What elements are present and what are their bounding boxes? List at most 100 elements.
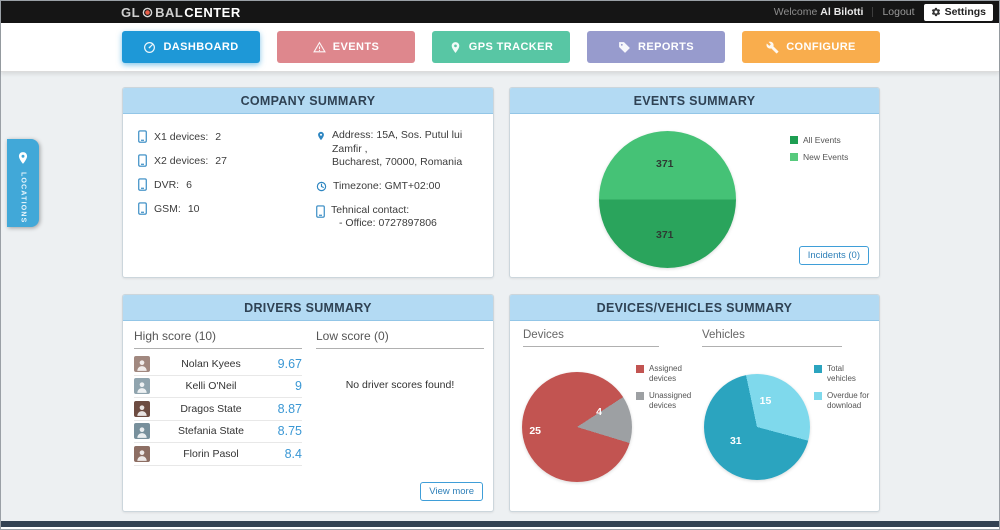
driver-name: Nolan Kyees: [181, 357, 241, 370]
legend-label: All Events: [803, 135, 841, 145]
tab-reports[interactable]: REPORTS: [587, 31, 725, 63]
devices-header: Devices: [523, 329, 659, 347]
view-more-button[interactable]: View more: [420, 482, 483, 501]
address-line1: 15A, Sos. Putul lui Zamfir ,: [332, 129, 463, 155]
phone-icon: [316, 204, 325, 218]
device-value: 6: [186, 178, 192, 191]
vehicles-header: Vehicles: [702, 329, 842, 347]
pin-icon: [318, 131, 324, 141]
vehicles-pie-chart[interactable]: 15 31: [704, 374, 810, 480]
address-label: Address:: [332, 129, 374, 141]
incidents-button[interactable]: Incidents (0): [798, 246, 869, 265]
legend-item-all-events[interactable]: All Events: [790, 135, 848, 145]
timezone-label: Timezone:: [333, 179, 382, 192]
legend-item-overdue-download[interactable]: Overdue for download: [814, 391, 874, 410]
driver-name: Florin Pasol: [183, 447, 239, 460]
bottom-bar: [1, 521, 999, 527]
high-score-column: High score (10) Nolan Kyees 9.67 Kelli O…: [134, 329, 302, 466]
tab-label: DASHBOARD: [163, 41, 239, 53]
logo-text-bal: BAL: [155, 4, 184, 20]
pie-label-assigned: 25: [529, 425, 542, 438]
panel-title: COMPANY SUMMARY: [123, 88, 493, 114]
legend-swatch: [814, 392, 822, 401]
device-label: X2 devices:: [154, 154, 209, 167]
events-summary-panel: EVENTS SUMMARY 371 371 All Events New Ev…: [509, 87, 880, 278]
device-count-list: X1 devices: 2 X2 devices: 27 DVR: 6 GSM:…: [138, 130, 227, 226]
settings-button[interactable]: Settings: [923, 3, 993, 21]
panel-title: DRIVERS SUMMARY: [123, 295, 493, 321]
driver-avatar: [134, 400, 150, 417]
driver-row: Florin Pasol 8.4: [134, 443, 302, 466]
tab-label: GPS TRACKER: [468, 41, 554, 53]
contact-label: Tehnical contact:: [331, 203, 410, 216]
timezone-value: GMT+02:00: [384, 179, 441, 192]
low-score-column: Low score (0) No driver scores found!: [316, 329, 484, 391]
legend-swatch: [636, 392, 644, 401]
device-value: 10: [187, 202, 200, 215]
dashboard-icon: [144, 41, 156, 53]
panel-title: EVENTS SUMMARY: [510, 88, 879, 114]
tab-events[interactable]: EVENTS: [277, 31, 415, 63]
legend-swatch: [814, 365, 822, 373]
low-score-header: Low score (0): [316, 329, 484, 349]
tab-configure[interactable]: CONFIGURE: [742, 31, 880, 63]
pin-icon: [451, 41, 460, 53]
phone-icon: [138, 130, 147, 143]
address-line2: Bucharest, 70000, Romania: [332, 156, 463, 169]
settings-label: Settings: [944, 6, 986, 18]
devices-pie-chart[interactable]: 25 4: [522, 372, 632, 482]
legend-swatch: [790, 153, 798, 161]
pie-label-unassigned: 4: [596, 405, 602, 418]
legend-item-assigned-devices[interactable]: Assigned devices: [636, 364, 698, 383]
tab-label: REPORTS: [638, 41, 694, 53]
phone-icon: [138, 178, 147, 191]
pie-label-total: 31: [729, 434, 742, 447]
driver-score: 8.75: [277, 424, 302, 439]
device-count-row: DVR: 6: [138, 178, 227, 191]
legend-label: Unassigned devices: [649, 391, 692, 410]
pie-label-overdue: 15: [759, 394, 772, 407]
navbar: DASHBOARD EVENTS GPS TRACKER REPORTS CON…: [1, 23, 999, 72]
legend-item-unassigned-devices[interactable]: Unassigned devices: [636, 391, 698, 410]
gear-icon: [931, 7, 940, 17]
timezone-row: Timezone: GMT+02:00: [316, 180, 486, 194]
driver-score: 9.67: [277, 356, 302, 371]
divider: [872, 7, 874, 17]
locations-tab-label: LOCATIONS: [19, 172, 27, 224]
legend-label: New Events: [803, 152, 849, 162]
legend-swatch: [636, 365, 644, 373]
device-label: X1 devices:: [154, 130, 209, 143]
legend-label: Total vehicles: [827, 364, 856, 383]
vehicles-legend: Total vehicles Overdue for download: [814, 364, 874, 418]
driver-score: 9: [295, 379, 302, 394]
driver-score: 8.87: [277, 401, 302, 416]
logout-link[interactable]: Logout: [882, 6, 915, 18]
driver-row: Stefania State 8.75: [134, 421, 302, 443]
company-summary-panel: COMPANY SUMMARY X1 devices: 2 X2 devices…: [122, 87, 494, 278]
tab-gps-tracker[interactable]: GPS TRACKER: [432, 31, 570, 63]
phone-icon: [138, 154, 147, 167]
driver-avatar: [134, 445, 150, 462]
tag-icon: [619, 41, 630, 53]
driver-avatar: [134, 423, 150, 440]
clock-icon: [316, 181, 327, 192]
high-score-header: High score (10): [134, 329, 302, 349]
contact-row: Tehnical contact: - Office: 0727897806: [316, 204, 486, 231]
warning-icon: [312, 41, 326, 52]
pie-label-all-events: 371: [655, 229, 674, 242]
locations-tab[interactable]: LOCATIONS: [7, 139, 39, 227]
legend-item-new-events[interactable]: New Events: [790, 152, 848, 162]
events-pie-chart[interactable]: 371 371: [599, 131, 736, 268]
logo-o-icon: [142, 7, 153, 18]
company-info: Address: 15A, Sos. Putul lui Zamfir , Bu…: [316, 129, 486, 241]
legend-swatch: [790, 136, 798, 144]
tab-dashboard[interactable]: DASHBOARD: [122, 31, 260, 63]
device-count-row: X2 devices: 27: [138, 154, 227, 167]
legend-item-total-vehicles[interactable]: Total vehicles: [814, 364, 874, 383]
address-text: Address: 15A, Sos. Putul lui Zamfir , Bu…: [332, 129, 486, 170]
phone-icon: [138, 202, 147, 215]
drivers-summary-panel: DRIVERS SUMMARY High score (10) Nolan Ky…: [122, 294, 494, 512]
logo: GL BAL CENTER: [121, 1, 241, 23]
driver-row: Dragos State 8.87: [134, 398, 302, 421]
device-label: DVR:: [154, 178, 180, 191]
